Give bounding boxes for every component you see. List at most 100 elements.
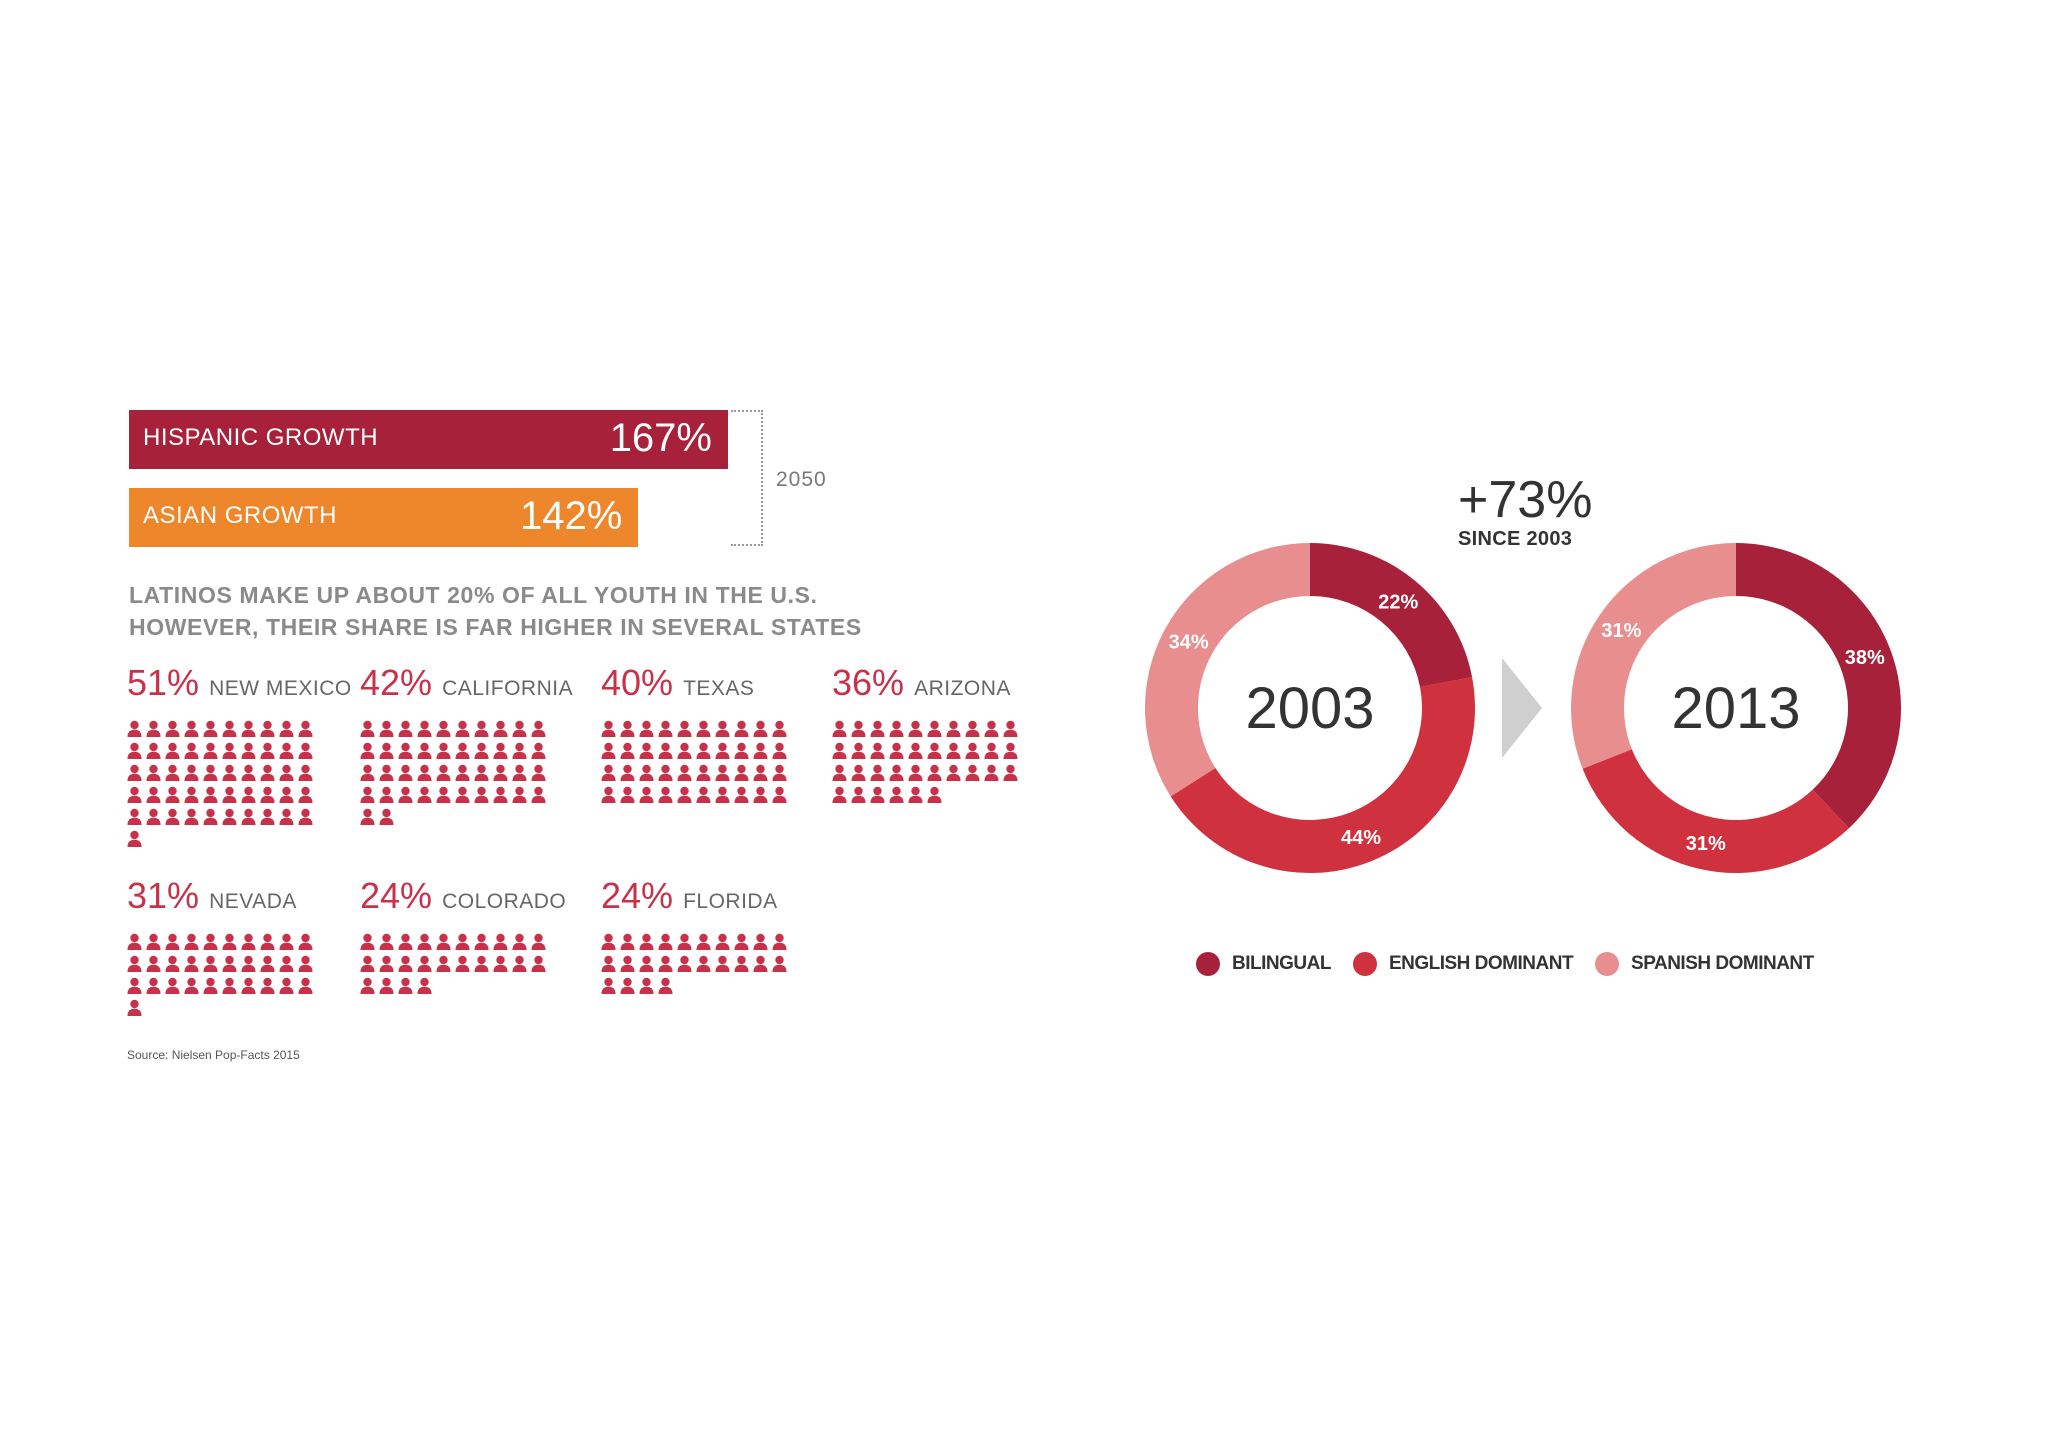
state-name: CALIFORNIA	[442, 677, 574, 700]
person-icon	[889, 720, 904, 738]
person-icon	[165, 933, 180, 951]
person-icon	[127, 999, 142, 1017]
state-name: FLORIDA	[683, 890, 778, 913]
person-icon	[715, 742, 730, 760]
person-icon	[851, 720, 866, 738]
change-caption: SINCE 2003	[1458, 528, 1573, 550]
person-icon	[601, 742, 616, 760]
people-grid-1	[360, 720, 554, 830]
person-icon	[474, 786, 489, 804]
person-icon	[601, 786, 616, 804]
person-icon	[696, 933, 711, 951]
person-icon	[379, 742, 394, 760]
person-icon	[260, 933, 275, 951]
legend-item-english-dominant: ENGLISH DOMINANT	[1352, 952, 1574, 976]
person-icon	[260, 955, 275, 973]
person-icon	[203, 955, 218, 973]
person-icon	[965, 764, 980, 782]
person-icon	[260, 764, 275, 782]
person-icon	[734, 764, 749, 782]
person-icon	[260, 720, 275, 738]
person-icon	[870, 786, 885, 804]
person-icon	[398, 742, 413, 760]
person-icon	[946, 742, 961, 760]
person-icon	[474, 764, 489, 782]
person-icon	[851, 764, 866, 782]
person-icon	[639, 764, 654, 782]
person-icon	[455, 933, 470, 951]
state-pct: 40%	[601, 662, 674, 703]
person-icon	[184, 808, 199, 826]
person-icon	[184, 786, 199, 804]
person-icon	[398, 720, 413, 738]
person-icon	[601, 955, 616, 973]
person-icon	[298, 955, 313, 973]
person-icon	[531, 933, 546, 951]
person-icon	[146, 955, 161, 973]
year-label: 2050	[776, 468, 827, 491]
legend: BILINGUAL ENGLISH DOMINANT SPANISH DOMIN…	[1196, 952, 1836, 976]
person-icon	[696, 720, 711, 738]
person-icon	[127, 830, 142, 848]
person-icon	[512, 742, 527, 760]
person-icon	[298, 808, 313, 826]
person-icon	[146, 786, 161, 804]
person-icon	[279, 742, 294, 760]
person-icon	[379, 808, 394, 826]
state-header-0: 51% NEW MEXICO	[127, 662, 352, 704]
person-icon	[260, 786, 275, 804]
person-icon	[455, 955, 470, 973]
person-icon	[493, 742, 508, 760]
state-name: NEW MEXICO	[209, 677, 352, 700]
person-icon	[493, 764, 508, 782]
person-icon	[772, 786, 787, 804]
person-icon	[658, 786, 673, 804]
donut-charts: 22% 44% 34% 2003 38% 31% 31% 2013	[1145, 543, 1901, 873]
person-icon	[734, 742, 749, 760]
change-value: +73%	[1458, 471, 1593, 529]
person-icon	[474, 742, 489, 760]
person-icon	[946, 764, 961, 782]
person-icon	[927, 764, 942, 782]
person-icon	[965, 742, 980, 760]
person-icon	[417, 786, 432, 804]
person-icon	[165, 742, 180, 760]
person-icon	[639, 742, 654, 760]
person-icon	[512, 955, 527, 973]
person-icon	[870, 764, 885, 782]
person-icon	[360, 742, 375, 760]
person-icon	[620, 977, 635, 995]
source-note: Source: Nielsen Pop-Facts 2015	[127, 1048, 300, 1062]
state-name: TEXAS	[683, 677, 755, 700]
person-icon	[398, 764, 413, 782]
person-icon	[512, 764, 527, 782]
person-icon	[279, 977, 294, 995]
person-icon	[279, 764, 294, 782]
person-icon	[734, 933, 749, 951]
people-grid-4	[127, 933, 321, 1021]
person-icon	[677, 764, 692, 782]
person-icon	[222, 977, 237, 995]
person-icon	[696, 742, 711, 760]
person-icon	[677, 786, 692, 804]
person-icon	[474, 933, 489, 951]
person-icon	[772, 742, 787, 760]
person-icon	[753, 786, 768, 804]
donut-slice-label: 34%	[1169, 631, 1209, 653]
person-icon	[908, 786, 923, 804]
state-name: NEVADA	[209, 890, 297, 913]
person-icon	[1003, 764, 1018, 782]
person-icon	[889, 786, 904, 804]
person-icon	[360, 955, 375, 973]
person-icon	[379, 786, 394, 804]
person-icon	[165, 955, 180, 973]
person-icon	[184, 955, 199, 973]
person-icon	[146, 977, 161, 995]
person-icon	[772, 955, 787, 973]
person-icon	[279, 933, 294, 951]
person-icon	[512, 786, 527, 804]
person-icon	[298, 742, 313, 760]
person-icon	[379, 933, 394, 951]
person-icon	[851, 786, 866, 804]
person-icon	[165, 808, 180, 826]
